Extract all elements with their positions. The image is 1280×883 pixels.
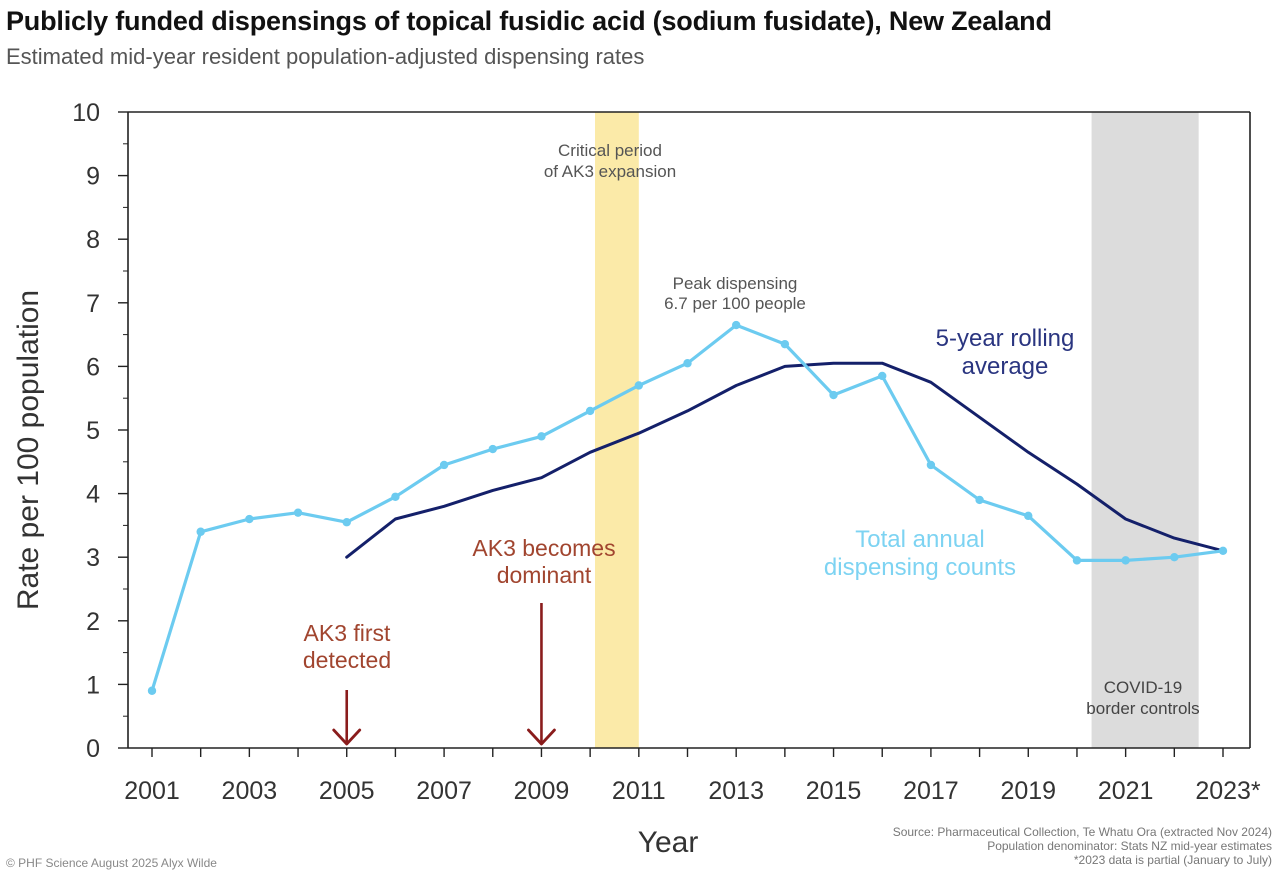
x-tick-label: 2013 [708, 777, 764, 805]
ak3-dominant-label-line: dominant [497, 562, 592, 588]
ak3-dominant-label: AK3 becomes dominant [472, 535, 615, 588]
y-tick-label: 7 [86, 290, 100, 318]
annotations-layer: Critical period of AK3 expansion COVID-19 b… [303, 141, 1200, 746]
peak-dispensing-label-line: 6.7 per 100 people [664, 294, 806, 313]
covid-label: COVID-19 border controls [1086, 678, 1199, 718]
data-point [342, 518, 351, 527]
ak3-first-detected-label-line: detected [303, 647, 391, 673]
y-tick-label: 1 [86, 671, 100, 699]
x-tick-label: 2007 [416, 777, 472, 805]
data-point [391, 492, 400, 501]
source-line: Population denominator: Stats NZ mid-yea… [987, 839, 1272, 853]
ak3-first-arrow-head [332, 728, 362, 746]
x-tick-label: 2011 [612, 777, 666, 805]
data-point [488, 444, 497, 454]
data-point [439, 460, 449, 470]
ak3-dominant-arrow [527, 603, 556, 746]
total-dispensing-series [147, 320, 1228, 695]
x-tick-label: 2009 [514, 777, 570, 805]
total-counts-label-line: dispensing counts [824, 554, 1016, 581]
x-tick-label: 2001 [124, 777, 180, 805]
y-tick-label: 9 [86, 163, 100, 191]
credit-note: © PHF Science August 2025 Alyx Wilde [6, 856, 217, 870]
ak3-first-detected-label-line: AK3 first [304, 620, 392, 646]
data-point [829, 390, 838, 400]
data-point [780, 339, 790, 349]
data-point [731, 320, 741, 330]
x-axis-label: Year [638, 826, 699, 859]
y-tick-label: 4 [86, 481, 100, 509]
total-counts-label: Total annual dispensing counts [824, 526, 1016, 581]
ak3-first-detected-label: AK3 first detected [303, 620, 391, 673]
y-tick-label: 2 [86, 608, 100, 636]
chart-title: Publicly funded dispensings of topical f… [6, 6, 1052, 36]
data-point [634, 381, 644, 390]
rolling-average-series [345, 361, 1225, 559]
rolling-average-label: 5-year rolling average [936, 325, 1075, 380]
data-point [147, 686, 157, 695]
y-tick-label: 3 [86, 544, 100, 572]
critical-period-label-line: Critical period [558, 141, 662, 160]
critical-period-label: Critical period of AK3 expansion [544, 141, 676, 181]
series-layer [147, 320, 1228, 695]
data-point [537, 432, 546, 441]
y-axis-label: Rate per 100 population [12, 290, 45, 610]
data-point [1121, 556, 1130, 565]
total-counts-label-line: Total annual [855, 526, 984, 553]
covid-border-band [1091, 112, 1199, 748]
data-point [1024, 511, 1033, 521]
data-point [585, 406, 595, 416]
x-tick-label: 2005 [319, 777, 375, 805]
data-point [245, 514, 254, 524]
peak-dispensing-label: Peak dispensing 6.7 per 100 people [664, 274, 806, 313]
y-tick-label: 8 [86, 226, 100, 254]
y-axis-ticks: 0 1 2 3 4 5 6 7 8 9 10 [72, 99, 128, 763]
x-tick-label: 2017 [903, 777, 959, 805]
chart-subtitle: Estimated mid-year resident population-a… [6, 44, 645, 69]
peak-dispensing-label-line: Peak dispensing [673, 274, 798, 293]
x-tick-label: 2023* [1195, 777, 1261, 805]
x-tick-label: 2015 [806, 777, 862, 805]
y-tick-label: 5 [86, 417, 100, 445]
source-note: Source: Pharmaceutical Collection, Te Wh… [893, 825, 1272, 867]
data-point [683, 359, 692, 368]
x-tick-label: 2019 [1000, 777, 1056, 805]
ak3-first-arrow [332, 690, 362, 746]
critical-period-band [595, 112, 639, 748]
covid-label-line: COVID-19 [1104, 678, 1182, 697]
data-point [926, 460, 936, 470]
data-point [878, 371, 887, 381]
data-point [293, 508, 303, 517]
y-tick-label: 10 [72, 99, 100, 127]
ak3-dominant-label-line: AK3 becomes [472, 535, 615, 561]
rolling-average-label-line: 5-year rolling [936, 325, 1075, 352]
data-point [196, 527, 205, 536]
data-point [975, 495, 984, 505]
critical-period-label-line: of AK3 expansion [544, 162, 676, 181]
shaded-regions [595, 112, 1199, 748]
plot-frame [127, 111, 1251, 749]
rolling-average-label-line: average [962, 353, 1049, 380]
data-point [1218, 546, 1228, 556]
x-tick-label: 2003 [222, 777, 278, 805]
rolling-average-line [345, 361, 1225, 559]
source-line: Source: Pharmaceutical Collection, Te Wh… [892, 825, 1272, 839]
data-point [1072, 556, 1082, 565]
data-point [1170, 553, 1179, 562]
y-tick-label: 6 [86, 353, 100, 381]
y-tick-label: 0 [86, 735, 100, 763]
covid-label-line: border controls [1086, 699, 1199, 718]
x-axis-ticks: 2001 2003 2005 2007 2009 2011 2013 2015 2017 2019… [124, 748, 1261, 805]
x-tick-label: 2021 [1098, 777, 1154, 805]
ak3-dominant-arrow-head [527, 728, 556, 746]
source-line: *2023 data is partial (January to July) [1073, 853, 1272, 867]
